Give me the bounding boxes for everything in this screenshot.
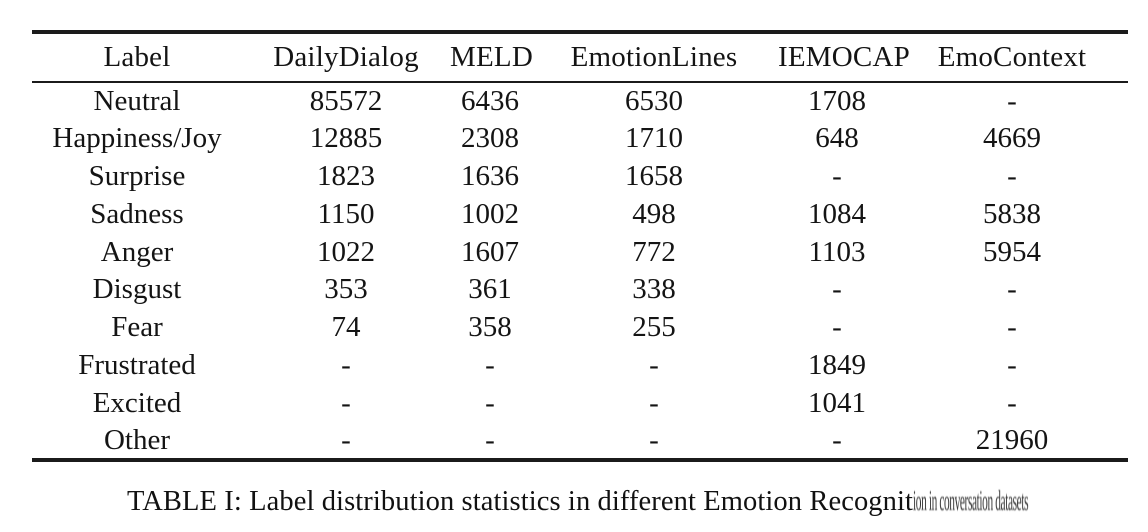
row-label-cell: Fear (111, 311, 163, 344)
row-label-cell: Excited (92, 386, 182, 419)
table-row: Neutral 85572 6436 6530 1708 - (32, 82, 1128, 120)
value-cell: 1708 (808, 84, 866, 117)
table-row: Happiness/Joy 12885 2308 1710 648 4669 (32, 120, 1128, 158)
table-row: Frustrated - - - 1849 - (32, 347, 1128, 385)
value-cell: - (649, 386, 659, 419)
table-header-row: Label DailyDialog MELD EmotionLines IEMOCAP E… (32, 32, 1128, 83)
table-row: Disgust 353 361 338 - - (32, 271, 1128, 309)
value-cell: 6530 (625, 84, 683, 117)
value-cell: 12885 (309, 122, 383, 155)
table-caption-garbled-tail: ion in conversation datasets (913, 486, 1029, 517)
label-distribution-table: Label DailyDialog MELD EmotionLines IEMOCAP E… (32, 30, 1128, 462)
value-cell: 361 (468, 273, 512, 306)
value-cell: - (1007, 311, 1017, 344)
row-label-cell: Sadness (90, 197, 184, 230)
table-row: Surprise 1823 1636 1658 - - (32, 158, 1128, 196)
table-row: Sadness 1150 1002 498 1084 5838 (32, 195, 1128, 233)
value-cell: 648 (815, 122, 859, 155)
value-cell: - (485, 423, 495, 456)
value-cell: - (649, 423, 659, 456)
row-label-cell: Anger (100, 235, 174, 268)
table-row: Fear 74 358 255 - - (32, 309, 1128, 347)
value-cell: 1849 (808, 348, 866, 381)
value-cell: 6436 (461, 84, 519, 117)
value-cell: 1658 (625, 159, 683, 192)
row-label-cell: Happiness/Joy (52, 122, 222, 155)
value-cell: 1041 (808, 386, 866, 419)
value-cell: 21960 (975, 423, 1049, 456)
value-cell: 358 (468, 311, 512, 344)
value-cell: - (1007, 84, 1017, 117)
value-cell: 4669 (983, 122, 1041, 155)
header-cell-emotionlines: EmotionLines (530, 32, 778, 83)
value-cell: 85572 (309, 84, 383, 117)
value-cell: 1710 (625, 122, 683, 155)
value-cell: 498 (632, 197, 676, 230)
header-cell-dailydialog: DailyDialog (242, 32, 450, 83)
value-cell: - (341, 423, 351, 456)
header-cell-iemocap: IEMOCAP (778, 32, 910, 83)
table-row: Other - - - - 21960 (32, 422, 1128, 460)
value-cell: 5954 (983, 235, 1041, 268)
value-cell: 1150 (317, 197, 375, 230)
value-cell: - (341, 386, 351, 419)
row-label-cell: Other (103, 423, 171, 456)
table-body: Neutral 85572 6436 6530 1708 - Happiness/Joy 12… (32, 82, 1128, 460)
value-cell: - (649, 348, 659, 381)
value-cell: 1607 (461, 235, 519, 268)
value-cell: - (832, 273, 842, 306)
row-label-cell: Neutral (93, 84, 181, 117)
value-cell: 772 (632, 235, 676, 268)
row-label-cell: Disgust (92, 273, 182, 306)
value-cell: 2308 (461, 122, 519, 155)
row-label-cell: Frustrated (78, 348, 196, 381)
header-cell-meld: MELD (450, 32, 533, 83)
value-cell: - (832, 311, 842, 344)
value-cell: - (341, 348, 351, 381)
row-label-cell: Surprise (88, 159, 186, 192)
value-cell: 255 (632, 311, 676, 344)
value-cell: 1022 (317, 235, 375, 268)
table-header: Label DailyDialog MELD EmotionLines IEMOCAP E… (32, 32, 1128, 83)
value-cell: 1002 (461, 197, 519, 230)
value-cell: 1084 (808, 197, 866, 230)
value-cell: - (1007, 348, 1017, 381)
value-cell: - (1007, 159, 1017, 192)
table-caption: TABLE I: Label distribution statistics i… (127, 486, 1148, 518)
value-cell: - (1007, 386, 1017, 419)
value-cell: 353 (324, 273, 368, 306)
value-cell: 5838 (983, 197, 1041, 230)
value-cell: 1823 (317, 159, 375, 192)
value-cell: - (485, 386, 495, 419)
table-row: Excited - - - 1041 - (32, 384, 1128, 422)
value-cell: 74 (331, 311, 361, 344)
value-cell: - (485, 348, 495, 381)
value-cell: - (1007, 273, 1017, 306)
header-cell-emocontext: EmoContext (896, 32, 1128, 83)
table-caption-text: TABLE I: Label distribution statistics i… (127, 486, 914, 517)
value-cell: 338 (632, 273, 676, 306)
header-cell-label: Label (32, 32, 242, 83)
table-row: Anger 1022 1607 772 1103 5954 (32, 233, 1128, 271)
value-cell: - (832, 159, 842, 192)
value-cell: 1636 (461, 159, 519, 192)
value-cell: 1103 (808, 235, 866, 268)
value-cell: - (832, 423, 842, 456)
